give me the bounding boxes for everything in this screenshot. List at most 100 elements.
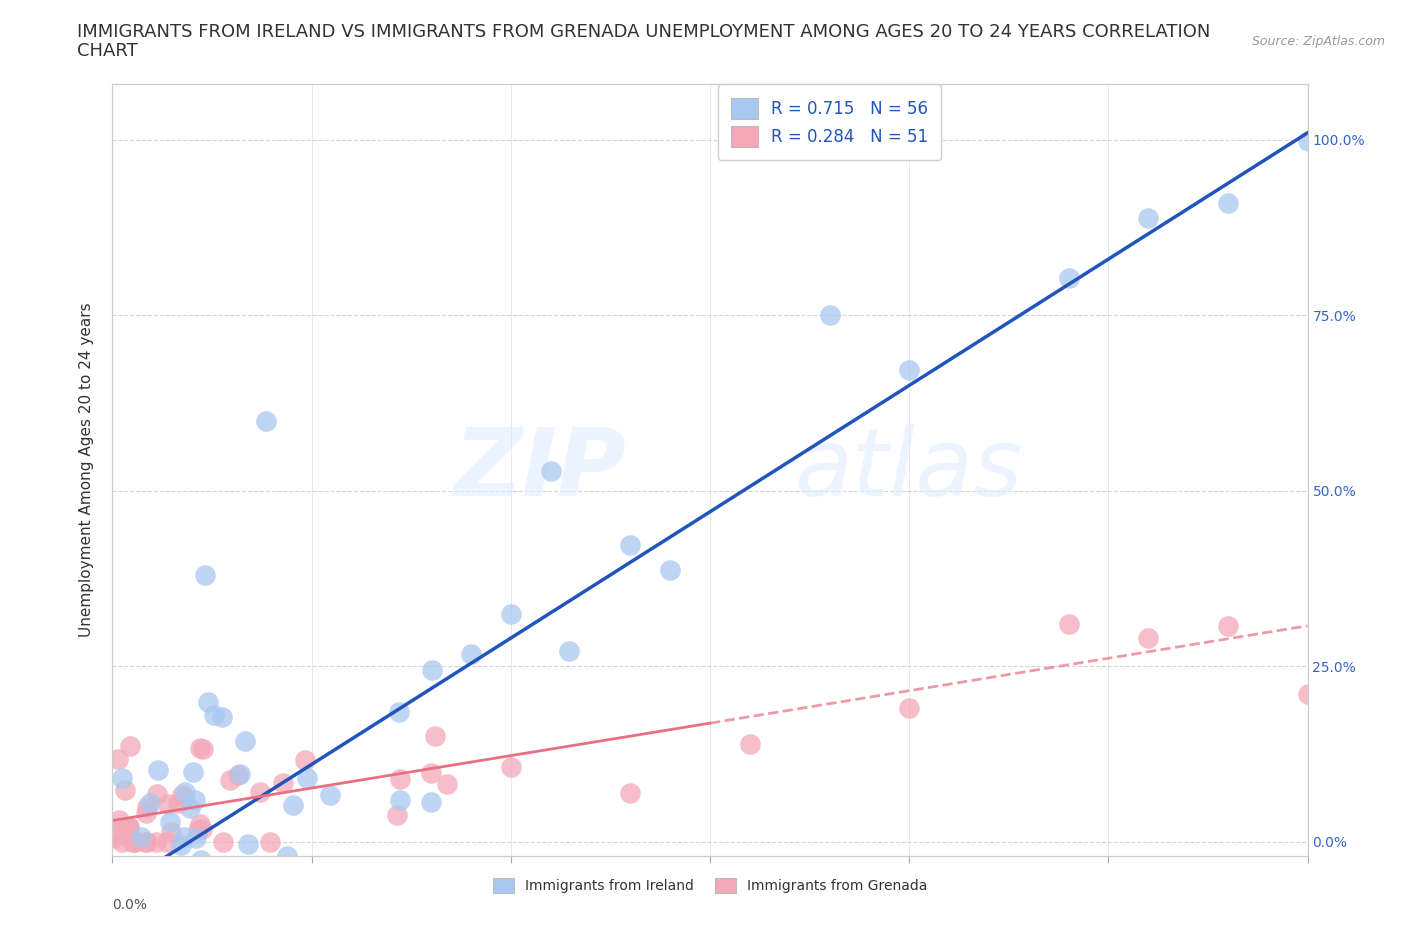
Point [118, 819, 141, 834]
Point [557, 644, 579, 658]
Point [179, 800, 201, 815]
Point [319, 787, 342, 802]
Point [436, 777, 458, 791]
Point [187, 822, 209, 837]
Point [146, 787, 169, 802]
Point [259, 834, 281, 849]
Point [1057, 617, 1080, 631]
Point [233, 733, 256, 748]
Point [219, 773, 242, 788]
Point [254, 413, 277, 428]
Text: ZIP: ZIP [454, 424, 627, 515]
Legend: Immigrants from Ireland, Immigrants from Grenada: Immigrants from Ireland, Immigrants from… [488, 872, 932, 898]
Point [619, 538, 641, 552]
Point [420, 765, 443, 780]
Text: Source: ZipAtlas.com: Source: ZipAtlas.com [1251, 35, 1385, 48]
Point [173, 790, 195, 804]
Point [139, 880, 162, 895]
Point [388, 704, 411, 719]
Text: IMMIGRANTS FROM IRELAND VS IMMIGRANTS FROM GRENADA UNEMPLOYMENT AMONG AGES 20 TO: IMMIGRANTS FROM IRELAND VS IMMIGRANTS FR… [77, 23, 1211, 41]
Point [619, 786, 641, 801]
Point [388, 793, 411, 808]
Point [1137, 210, 1160, 225]
Point [197, 695, 219, 710]
Point [202, 708, 225, 723]
Point [249, 785, 271, 800]
Point [173, 830, 195, 844]
Point [136, 834, 159, 849]
Point [499, 606, 522, 621]
Point [134, 805, 156, 820]
Point [191, 822, 214, 837]
Point [184, 792, 207, 807]
Point [156, 896, 179, 910]
Point [177, 862, 200, 877]
Point [283, 798, 305, 813]
Point [122, 834, 145, 849]
Point [115, 819, 138, 834]
Point [1296, 686, 1319, 701]
Point [110, 895, 132, 910]
Point [120, 738, 142, 753]
Point [146, 763, 169, 777]
Point [134, 834, 156, 849]
Point [105, 824, 128, 839]
Point [898, 363, 921, 378]
Point [460, 646, 482, 661]
Point [129, 830, 152, 845]
Point [738, 737, 761, 751]
Point [1216, 618, 1239, 633]
Point [142, 873, 165, 888]
Point [818, 308, 841, 323]
Point [118, 819, 141, 834]
Point [184, 830, 207, 845]
Y-axis label: Unemployment Among Ages 20 to 24 years: Unemployment Among Ages 20 to 24 years [79, 302, 94, 637]
Point [107, 751, 129, 766]
Point [181, 764, 204, 779]
Point [156, 796, 179, 811]
Point [389, 772, 412, 787]
Point [136, 800, 159, 815]
Point [170, 837, 193, 852]
Point [191, 742, 214, 757]
Point [159, 815, 181, 830]
Point [139, 795, 162, 810]
Point [190, 853, 212, 868]
Point [121, 831, 143, 846]
Point [155, 834, 177, 849]
Point [111, 770, 134, 785]
Point [267, 923, 290, 930]
Point [1296, 134, 1319, 149]
Point [659, 563, 682, 578]
Point [188, 740, 211, 755]
Point [1057, 271, 1080, 286]
Point [238, 837, 260, 852]
Text: CHART: CHART [77, 42, 138, 60]
Point [103, 830, 125, 845]
Point [132, 888, 155, 903]
Text: atlas: atlas [793, 424, 1022, 515]
Point [295, 771, 318, 786]
Point [1137, 631, 1160, 646]
Point [194, 567, 217, 582]
Point [173, 784, 195, 799]
Point [211, 710, 233, 724]
Point [420, 795, 443, 810]
Point [898, 701, 921, 716]
Point [422, 663, 444, 678]
Point [211, 834, 233, 849]
Point [276, 848, 298, 863]
Text: 0.0%: 0.0% [112, 898, 148, 912]
Point [121, 834, 143, 849]
Point [385, 807, 408, 822]
Point [1216, 195, 1239, 210]
Point [108, 813, 131, 828]
Point [228, 767, 250, 782]
Point [111, 834, 134, 849]
Point [114, 782, 136, 797]
Point [159, 825, 181, 840]
Point [145, 834, 167, 849]
Point [294, 752, 316, 767]
Point [128, 912, 150, 927]
Point [271, 776, 294, 790]
